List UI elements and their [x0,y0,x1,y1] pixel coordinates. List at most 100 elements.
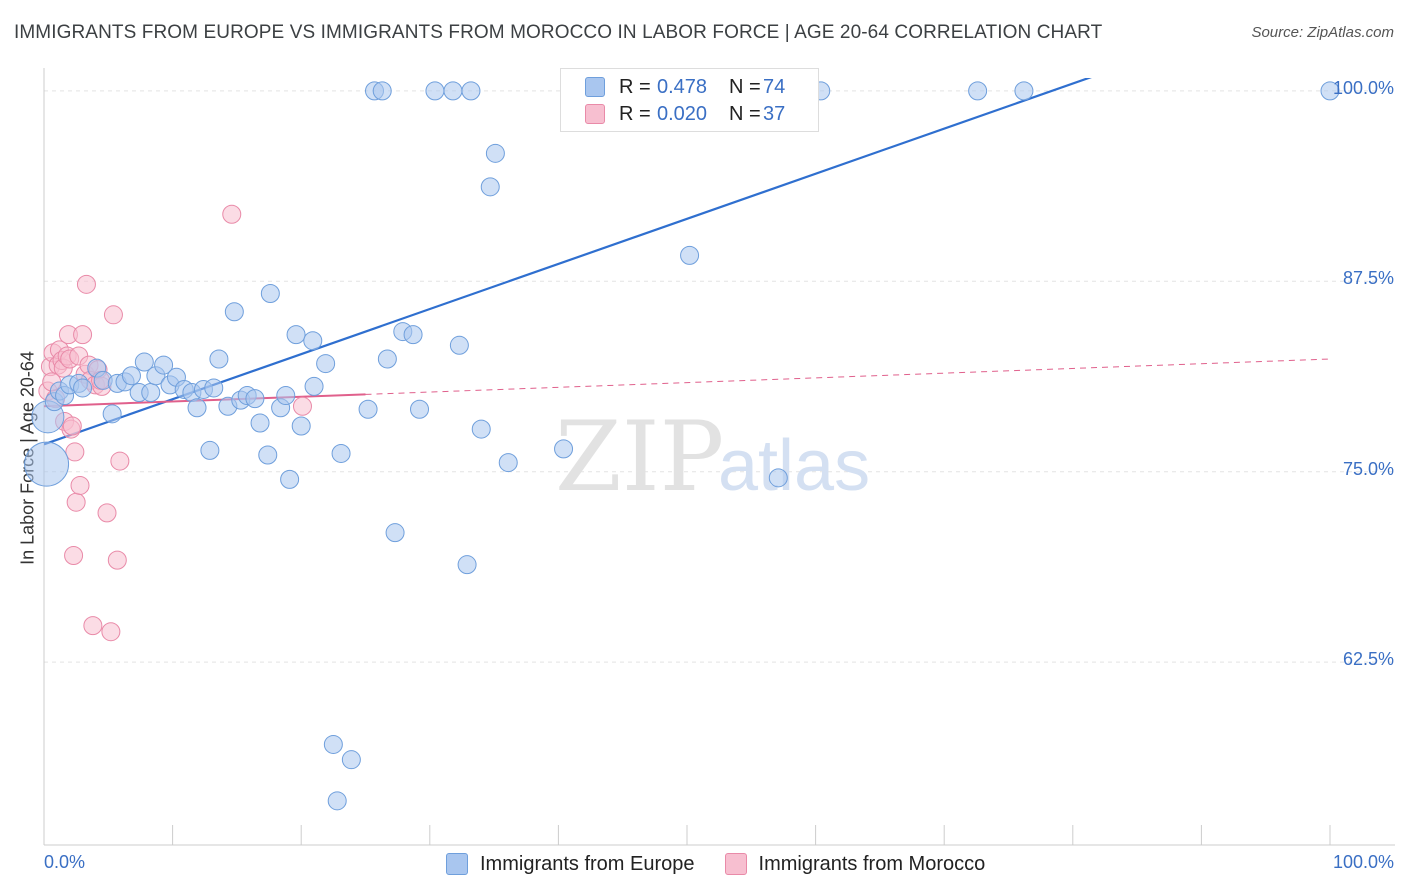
europe-point-47 [341,750,361,770]
series-swatch-europe [446,853,468,875]
europe-point-23 [187,398,207,418]
europe-point-54 [403,325,423,345]
series-legend-europe: Immigrants from Europe [446,853,695,876]
legend-r-label-europe: R = [619,75,651,98]
europe-point-50 [372,81,392,101]
europe-point-48 [358,399,378,419]
series-legend: Immigrants from Europe Immigrants from M… [446,851,1015,877]
watermark-zip: ZIP [555,401,724,513]
y-tick-label-0: 62.5% [1342,649,1394,670]
trend-europe-line [44,78,1092,446]
europe-point-51 [377,349,397,369]
series-swatch-morocco [724,853,747,875]
morocco-point-16 [66,492,86,512]
europe-point-56 [425,81,445,101]
europe-point-16 [141,383,161,403]
chart-title: IMMIGRANTS FROM EUROPE VS IMMIGRANTS FRO… [14,22,1103,43]
watermark-atlas: atlas [718,426,870,506]
europe-point-42 [304,376,324,396]
europe-point-73 [1320,81,1340,101]
europe-point-34 [258,445,278,465]
y-tick-label-1: 75.0% [1342,458,1394,479]
points-morocco [38,204,312,642]
morocco-point-14 [64,546,84,566]
legend-n-value-europe: 74 [763,75,786,98]
europe-point-60 [461,81,481,101]
europe-point-10 [102,404,122,424]
y-tick-label-3: 100.0% [1332,77,1394,98]
series-legend-morocco: Immigrants from Morocco [724,852,986,876]
europe-point-71 [968,81,988,101]
legend-n-label-morocco: N = [729,102,761,125]
europe-point-65 [554,439,574,459]
morocco-point-19 [73,325,93,345]
europe-point-29 [224,302,244,322]
europe-point-40 [291,416,311,436]
morocco-point-13 [62,416,82,436]
europe-point-37 [276,386,296,406]
morocco-point-18 [70,475,90,495]
morocco-point-30 [101,622,121,642]
europe-point-46 [331,443,351,463]
europe-point-35 [260,283,280,303]
europe-point-57 [443,81,463,101]
europe-point-62 [480,177,500,197]
morocco-point-22 [76,274,96,294]
morocco-point-24 [83,616,103,636]
europe-point-26 [204,378,224,398]
y-tick-label-2: 87.5% [1342,268,1394,289]
trend-morocco-dashed [365,358,1331,395]
morocco-point-31 [103,305,123,325]
europe-point-52 [385,523,405,543]
grid-lines [44,90,1395,663]
europe-point-61 [471,419,491,439]
morocco-point-32 [107,550,127,570]
europe-point-69 [768,468,788,488]
series-label-morocco: Immigrants from Morocco [758,852,986,875]
europe-point-45 [327,791,347,811]
legend-n-label-europe: N = [729,75,761,98]
legend-r-value-morocco: 0.020 [657,102,708,125]
europe-point-18 [154,355,174,375]
europe-point-58 [449,335,469,355]
europe-point-63 [485,143,505,163]
trend-line-europe [44,78,1092,446]
x-tick-label-min: 0.0% [44,852,86,872]
europe-point-33 [250,413,270,433]
europe-point-7 [73,378,93,398]
stats-legend: R = 0.478 N = 74 R = 0.020 N = 37 [560,68,819,132]
europe-point-72 [1014,81,1034,101]
trend-morocco-solid [43,393,366,408]
morocco-point-15 [65,442,85,462]
legend-swatch-europe [585,77,605,97]
points-europe [24,81,1340,811]
europe-point-59 [457,555,477,575]
watermark: ZIP atlas [555,401,870,513]
morocco-point-29 [97,503,117,523]
morocco-point-34 [222,204,242,224]
europe-point-25 [200,440,220,460]
europe-point-15 [134,352,154,372]
legend-r-value-europe: 0.478 [657,75,708,98]
x-tick-label-max: 100.0% [1332,852,1394,872]
legend-swatch-morocco [585,104,605,124]
series-label-europe: Immigrants from Europe [480,852,695,875]
europe-point-43 [316,354,336,374]
legend-row-morocco: R = 0.020 N = 37 [585,101,785,127]
europe-point-66 [680,245,700,265]
europe-point-0 [24,441,70,487]
source-label: Source: ZipAtlas.com [1251,24,1394,41]
europe-point-32 [245,389,265,409]
legend-r-label-morocco: R = [619,102,651,125]
morocco-point-33 [110,451,130,471]
legend-n-value-morocco: 37 [763,102,786,125]
europe-point-38 [280,469,300,489]
europe-point-41 [303,331,323,351]
europe-point-64 [498,453,518,473]
europe-point-55 [410,399,430,419]
europe-point-39 [286,325,306,345]
europe-point-27 [209,349,229,369]
trend-line-morocco [43,358,1331,408]
legend-row-europe: R = 0.478 N = 74 [585,74,785,100]
